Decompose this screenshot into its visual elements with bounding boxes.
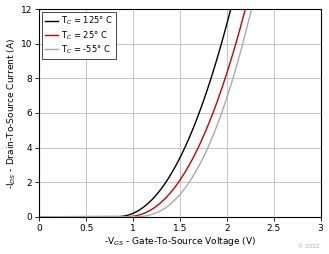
T$_C$ = 125° C — [86, 215, 90, 218]
T$_C$ = 125° C — [318, 8, 322, 11]
T$_C$ = 25° C — [86, 215, 90, 218]
Line: T$_C$ = -55° C: T$_C$ = -55° C — [39, 9, 320, 217]
Y-axis label: -I$_{DS}$ - Drain-To-Source Current (A): -I$_{DS}$ - Drain-To-Source Current (A) — [6, 37, 18, 188]
T$_C$ = 125° C — [145, 203, 149, 206]
T$_C$ = -55° C — [157, 210, 161, 213]
T$_C$ = -55° C — [86, 215, 90, 218]
T$_C$ = 25° C — [37, 215, 41, 218]
Text: © 2022: © 2022 — [298, 244, 319, 249]
T$_C$ = -55° C — [318, 8, 322, 11]
T$_C$ = 25° C — [145, 210, 149, 213]
T$_C$ = 25° C — [313, 8, 317, 11]
Line: T$_C$ = 125° C: T$_C$ = 125° C — [39, 9, 320, 217]
T$_C$ = 125° C — [313, 8, 317, 11]
T$_C$ = 125° C — [37, 215, 41, 218]
T$_C$ = 25° C — [157, 202, 161, 205]
T$_C$ = 125° C — [157, 190, 161, 193]
T$_C$ = 125° C — [229, 8, 233, 11]
T$_C$ = -55° C — [283, 8, 287, 11]
T$_C$ = 25° C — [318, 8, 322, 11]
T$_C$ = 25° C — [283, 8, 287, 11]
T$_C$ = -55° C — [37, 215, 41, 218]
T$_C$ = -55° C — [145, 214, 149, 217]
T$_C$ = 25° C — [69, 215, 73, 218]
T$_C$ = 25° C — [243, 8, 247, 11]
Line: T$_C$ = 25° C: T$_C$ = 25° C — [39, 9, 320, 217]
T$_C$ = -55° C — [250, 8, 254, 11]
Legend: T$_C$ = 125° C, T$_C$ = 25° C, T$_C$ = -55° C: T$_C$ = 125° C, T$_C$ = 25° C, T$_C$ = -… — [42, 11, 116, 59]
X-axis label: -V$_{GS}$ - Gate-To-Source Voltage (V): -V$_{GS}$ - Gate-To-Source Voltage (V) — [104, 235, 256, 248]
T$_C$ = 125° C — [283, 8, 287, 11]
T$_C$ = -55° C — [69, 215, 73, 218]
T$_C$ = -55° C — [313, 8, 317, 11]
T$_C$ = 125° C — [69, 215, 73, 218]
